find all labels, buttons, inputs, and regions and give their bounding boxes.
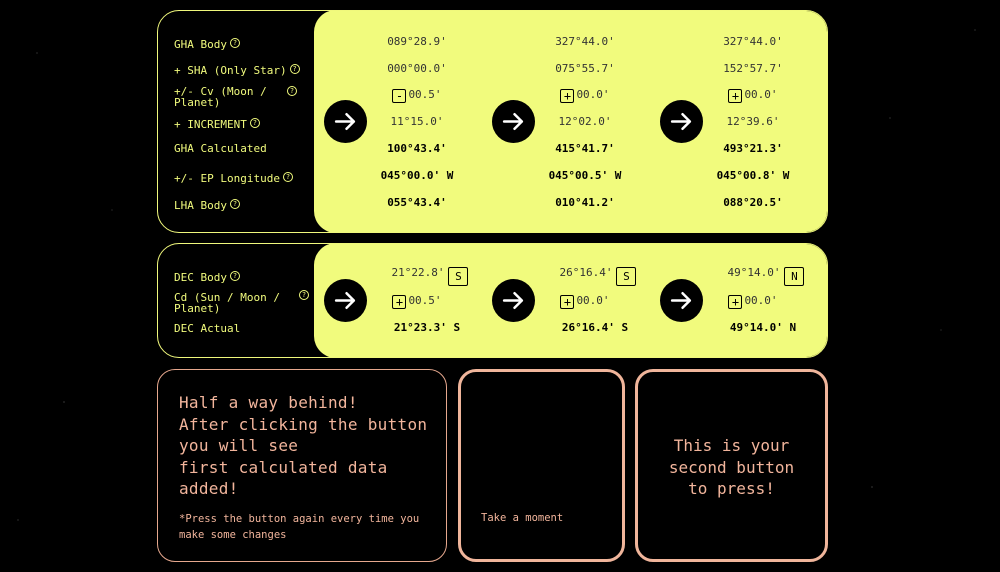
calculate-arrow-button[interactable] [324,279,367,322]
arrow-right-icon [334,291,356,310]
help-icon[interactable]: ? [229,271,240,281]
cv-sign-toggle[interactable]: - [392,89,407,103]
help-icon[interactable]: ? [229,199,240,209]
hemisphere-toggle[interactable]: S [448,267,469,286]
dec-panel: DEC Body? Cd (Sun / Moon / Planet)? DEC … [157,243,828,358]
gha-panel: GHA Body? + SHA (Only Star)? +/- Cv (Moo… [157,10,828,233]
label-sha: + SHA (Only Star)? [174,64,314,76]
lha-body-value: 088°20.5' [723,196,783,209]
instruction-note: *Press the button again every time you m… [179,513,420,541]
second-button[interactable]: This is your second button to press! [635,369,828,562]
label-cd: Cd (Sun / Moon / Planet)? [174,290,309,314]
increment-value: 12°02.0' [558,115,612,128]
gha-calculated-value: 415°41.7' [555,142,615,155]
cd-sign-toggle[interactable]: + [728,295,743,309]
sha-value: 075°55.7' [555,62,615,75]
cd-value: +00.0' [698,294,808,309]
label-dec-body: DEC Body? [174,271,314,283]
calculate-arrow-button[interactable] [324,100,367,143]
gha-body-value: 327°44.0' [723,35,783,48]
take-a-moment-label: Take a moment [481,512,564,524]
arrow-right-icon [334,112,356,131]
gha-calculated-value: 100°43.4' [387,142,447,155]
label-increment: + INCREMENT? [174,118,314,130]
arrow-right-icon [670,112,692,131]
gha-body-value: 327°44.0' [555,35,615,48]
cv-value: -00.5' [362,88,472,103]
help-icon[interactable]: ? [289,64,300,74]
dec-body-value: 21°22.8' S [375,266,485,286]
help-icon[interactable]: ? [282,172,293,182]
lha-body-value: 055°43.4' [387,196,447,209]
label-gha-calculated: GHA Calculated [174,142,267,155]
hemisphere-toggle[interactable]: S [616,267,637,286]
cv-sign-toggle[interactable]: + [560,89,575,103]
instruction-box: Half a way behind! After clicking the bu… [157,369,447,562]
instruction-message: Half a way behind! After clicking the bu… [179,393,428,498]
dec-actual-value: 21°23.3' S [393,321,461,334]
dec-actual-value: 49°14.0' N [729,321,797,334]
ep-longitude-value: 045°00.5' W [548,169,622,182]
help-icon[interactable]: ? [229,38,240,48]
label-ep-longitude: +/- EP Longitude? [174,172,314,184]
gha-body-value: 089°28.9' [387,35,447,48]
label-cv: +/- Cv (Moon / Planet)? [174,86,302,108]
help-icon[interactable]: ? [299,290,309,300]
ep-longitude-value: 045°00.0' W [380,169,454,182]
label-lha-body: LHA Body? [174,199,314,211]
arrow-right-icon [502,112,524,131]
take-a-moment-button[interactable]: Take a moment [458,369,625,562]
cv-value: +00.0' [530,88,640,103]
second-button-label: This is your second button to press! [668,436,795,498]
lha-body-value: 010°41.2' [555,196,615,209]
arrow-right-icon [670,291,692,310]
hemisphere-toggle[interactable]: N [784,267,805,286]
cd-sign-toggle[interactable]: + [560,295,575,309]
label-dec-actual: DEC Actual [174,322,241,335]
help-icon[interactable]: ? [249,118,260,128]
calculate-arrow-button[interactable] [492,100,535,143]
ep-longitude-value: 045°00.8' W [716,169,790,182]
increment-value: 11°15.0' [390,115,444,128]
increment-value: 12°39.6' [726,115,780,128]
gha-calculated-value: 493°21.3' [723,142,783,155]
calculate-arrow-button[interactable] [492,279,535,322]
cd-value: +00.0' [530,294,640,309]
calculate-arrow-button[interactable] [660,279,703,322]
cv-value: +00.0' [698,88,808,103]
sha-value: 000°00.0' [387,62,447,75]
label-gha-body: GHA Body? [174,38,314,50]
dec-body-value: 26°16.4' S [543,266,653,286]
gha-values-area [314,11,827,232]
arrow-right-icon [502,291,524,310]
cd-value: +00.5' [362,294,472,309]
sha-value: 152°57.7' [723,62,783,75]
dec-body-value: 49°14.0' N [711,266,821,286]
cv-sign-toggle[interactable]: + [728,89,743,103]
dec-actual-value: 26°16.4' S [561,321,629,334]
calculate-arrow-button[interactable] [660,100,703,143]
help-icon[interactable]: ? [287,86,297,96]
cd-sign-toggle[interactable]: + [392,295,407,309]
